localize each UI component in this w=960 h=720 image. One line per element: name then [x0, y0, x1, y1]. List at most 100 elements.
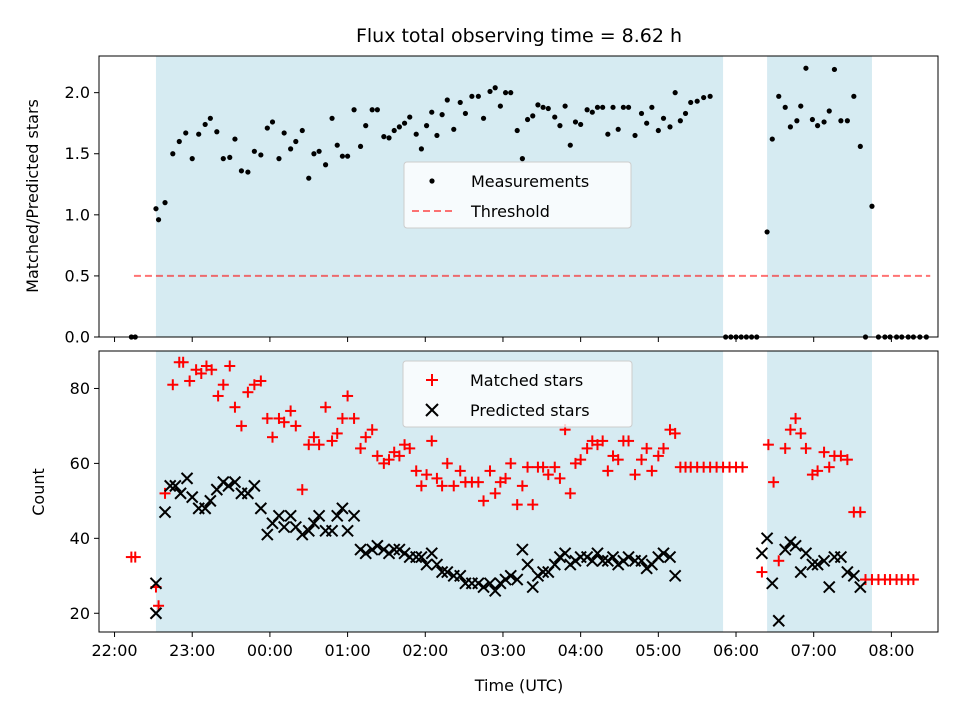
measurement-point [407, 114, 413, 120]
matched-star-point [261, 412, 273, 424]
matched-star-point [255, 375, 267, 387]
matched-star-point [217, 379, 229, 391]
matched-star-point [564, 487, 576, 499]
measurement-point [638, 110, 645, 117]
predicted-star-point [371, 539, 384, 553]
measurement-point [688, 99, 694, 106]
predicted-star-point [663, 550, 677, 564]
measurement-point [220, 156, 226, 162]
count-points [125, 356, 919, 627]
measurement-point [615, 126, 621, 132]
measurement-point [269, 119, 276, 125]
count-y-axis: 20 40 60 80 [70, 379, 99, 623]
matched-star-point [549, 461, 561, 473]
measurement-point [189, 156, 195, 162]
measurement-point [492, 85, 498, 91]
measurement-point [311, 151, 317, 157]
chart-title: Flux total observing time = 8.62 h [356, 25, 682, 47]
ratio-legend: Measurements Threshold [403, 161, 632, 229]
measurement-point [869, 203, 875, 209]
ratio-x-ticks [114, 337, 892, 342]
predicted-star-point [149, 607, 163, 620]
predicted-star-point [359, 547, 372, 560]
matched-star-point [454, 465, 466, 477]
predicted-star-point [510, 573, 524, 586]
measurement-point [439, 112, 445, 118]
ratio-y-axis: 0.0 0.5 1.0 1.5 2.0 [65, 83, 99, 347]
measurement-point [610, 104, 616, 110]
predicted-star-point [377, 543, 391, 556]
matched-star-point [597, 435, 609, 447]
measurement-point [444, 97, 450, 103]
matched-star-point [823, 461, 835, 473]
measurement-point [457, 99, 463, 106]
observing-window-band-2 [767, 351, 872, 632]
measurement-point [196, 131, 202, 137]
measurement-point [357, 143, 364, 150]
predicted-star-point [596, 554, 609, 568]
y-tick-label: 0.0 [65, 328, 90, 347]
measurement-point [288, 146, 294, 152]
matched-star-point [790, 412, 802, 424]
y-tick-label: 80 [70, 379, 90, 398]
measurement-point [497, 103, 503, 109]
predicted-star-point [341, 524, 354, 538]
legend-matched-marker [426, 374, 438, 386]
predicted-star-point [789, 539, 802, 553]
predicted-star-point [657, 547, 670, 560]
predicted-star-point [354, 543, 367, 556]
measurement-point [530, 113, 536, 119]
measurement-point [502, 90, 509, 96]
predicted-star-point [794, 565, 807, 579]
predicted-star-point [668, 569, 682, 583]
measurement-point [423, 123, 430, 129]
matched-star-point [581, 442, 593, 454]
y-tick-label: 1.0 [65, 205, 90, 224]
measurement-point [844, 118, 850, 124]
matched-star-point [511, 499, 523, 511]
predicted-star-point [382, 547, 396, 560]
predicted-star-point [393, 543, 406, 556]
measurement-point [258, 152, 264, 158]
measurement-point [809, 116, 816, 123]
matched-star-point [441, 457, 453, 469]
predicted-star-point [228, 475, 242, 489]
predicted-star-point [477, 580, 490, 594]
measurement-point [584, 107, 590, 113]
predicted-star-point [222, 479, 235, 493]
predicted-star-point [284, 509, 297, 523]
matched-star-point [336, 412, 348, 424]
count-x-axis: 22:00 23:00 00:00 01:00 02:00 03:00 04:00 05:00… [91, 632, 914, 660]
measurement-point [469, 93, 475, 99]
measurement-point [632, 132, 638, 139]
matched-star-point [652, 450, 664, 462]
predicted-star-point [834, 550, 848, 564]
measurement-point [451, 126, 457, 132]
measurement-point [552, 114, 558, 120]
predicted-star-point [186, 490, 199, 504]
y-tick-label: 1.5 [65, 144, 90, 163]
predicted-star-point [617, 554, 630, 568]
measurement-point [562, 103, 568, 109]
measurement-point [238, 168, 245, 174]
measurement-point [339, 153, 346, 159]
matched-star-point [285, 405, 297, 417]
measurement-point [769, 136, 775, 142]
predicted-star-point [606, 550, 620, 564]
predicted-star-point [755, 547, 769, 560]
predicted-star-point [799, 547, 813, 560]
matched-star-point [348, 412, 360, 424]
matched-star-point [812, 465, 824, 477]
measurement-point [227, 154, 233, 161]
matched-star-point [436, 480, 448, 492]
legend-measurements-marker [429, 178, 435, 184]
predicted-star-point [420, 558, 433, 571]
measurement-point [183, 130, 189, 136]
x-tick-label: 00:00 [247, 641, 293, 660]
measurement-point [821, 119, 827, 125]
count-legend: Matched stars Predicted stars [402, 360, 633, 428]
count-legend-box [402, 360, 633, 428]
ratio-y-label: Matched/Predicted stars [23, 99, 42, 293]
predicted-star-point [454, 569, 467, 583]
